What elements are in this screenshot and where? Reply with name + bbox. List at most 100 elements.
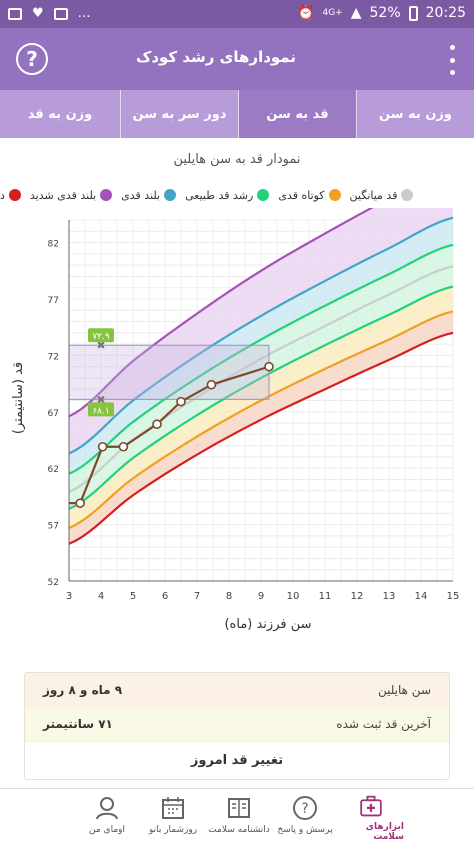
- signal-icon: ▲: [350, 5, 362, 21]
- calendar-icon: [162, 797, 184, 819]
- x-tick-label: 12: [351, 591, 364, 602]
- x-tick-label: 13: [383, 591, 396, 602]
- nav-item-encyclopedia[interactable]: دانشنامه سلامت: [206, 789, 272, 842]
- percentile-band: [69, 217, 453, 474]
- child-data-point: [264, 361, 274, 372]
- x-tick-label: 7: [194, 591, 200, 602]
- legend-item-tall[interactable]: بلند قدی: [121, 189, 177, 202]
- child-line: [69, 365, 270, 505]
- legend-dot: [401, 189, 414, 201]
- percentile-band: [69, 266, 453, 509]
- change-height-button[interactable]: تغییر قد امروز: [25, 741, 449, 779]
- nav-item-health-tools[interactable]: ابزارهای سلامت: [338, 789, 404, 842]
- y-tick-label: 77: [48, 296, 59, 306]
- legend-label: کوتاه قدی: [278, 188, 325, 202]
- network-label: 4G+: [322, 8, 343, 18]
- height-label: آخرین قد ثبت شده: [336, 717, 431, 731]
- y-tick-label: 67: [48, 409, 59, 419]
- app-bar: ? نمودارهای رشد کودک: [0, 28, 474, 90]
- percentile-band: [69, 208, 453, 454]
- svg-text:?: ?: [301, 801, 308, 817]
- nav-label: ابزارهای سلامت: [365, 822, 404, 842]
- percentile-line: [68, 310, 454, 529]
- x-tick-label: 9: [258, 591, 264, 602]
- more-notifications-icon: …: [77, 6, 91, 21]
- overflow-menu-button[interactable]: [448, 45, 456, 75]
- legend-item-cut[interactable]: د: [0, 189, 21, 202]
- alarm-icon: ⏰: [297, 5, 315, 21]
- height-row: آخرین قد ثبت شده ۷۱ سانتیمتر: [25, 707, 449, 741]
- y-tick-label: 82: [48, 240, 59, 250]
- legend-label: رشد قد طبیعی: [185, 188, 254, 202]
- child-growth-line: [69, 361, 274, 508]
- nav-label: دانشنامه سلامت: [208, 825, 270, 835]
- legend-dot: [257, 189, 270, 201]
- x-tick-label: 14: [415, 591, 428, 602]
- x-tick-label: 10: [287, 591, 300, 602]
- tab-weight-for-height[interactable]: وزن به قد: [27, 106, 93, 122]
- highlight-region: [69, 345, 269, 400]
- tab-height-for-age[interactable]: قد به سن: [238, 90, 356, 138]
- x-tick-label: 8: [226, 591, 232, 602]
- tab-weight-for-age[interactable]: وزن به سن: [356, 90, 474, 138]
- value-label-bg: [88, 402, 114, 417]
- clock-time: 20:25: [425, 5, 466, 21]
- nav-label: اومای من: [89, 825, 125, 835]
- profile-icon: [96, 797, 118, 820]
- nav-item-profile[interactable]: اومای من: [74, 789, 140, 842]
- legend-dot: [100, 189, 113, 201]
- x-tick-label: 6: [162, 591, 168, 602]
- cross-marker: ✖: [96, 393, 105, 406]
- value-label-text: ۷۲.۹: [92, 332, 110, 342]
- legend-label: قد میانگین: [349, 188, 398, 202]
- value-label-text: ۶۸.۱: [92, 406, 109, 416]
- child-data-point: [75, 498, 85, 508]
- tab-head-circumference[interactable]: دور سر به سن: [120, 90, 238, 138]
- nav-label: پرسش و پاسخ: [277, 825, 333, 835]
- heart-icon: ♥: [32, 6, 44, 21]
- child-data-point: [97, 441, 108, 452]
- x-tick-label: 11: [319, 591, 332, 602]
- percentile-line: [68, 243, 454, 475]
- battery-percentage: 52%: [369, 5, 401, 21]
- encyclopedia-icon: [228, 798, 250, 818]
- age-value: ۹ ماه و ۸ روز: [43, 683, 123, 697]
- child-data-point: [118, 441, 129, 452]
- y-tick-label: 62: [48, 465, 59, 475]
- cross-marker: ✖: [96, 339, 105, 352]
- medical-kit-icon: [360, 795, 382, 817]
- x-tick-label: 4: [98, 591, 104, 602]
- height-value: ۷۱ سانتیمتر: [43, 717, 113, 731]
- legend-item-very-tall[interactable]: بلند قدی شدید: [30, 189, 113, 202]
- legend-item-short[interactable]: کوتاه قدی: [278, 188, 341, 202]
- app-title: نمودارهای رشد کودک: [135, 48, 296, 66]
- gallery-icon: [8, 7, 22, 20]
- percentile-band: [69, 311, 453, 544]
- highlight-box: ✖۷۲.۹✖۶۸.۱: [69, 328, 270, 417]
- age-label: سن هایلین: [377, 683, 431, 697]
- battery-icon: [408, 5, 418, 21]
- legend-item-normal[interactable]: رشد قد طبیعی: [185, 188, 270, 202]
- status-bar: ♥ … ⏰ 4G+ ▲ 52% 20:25: [0, 0, 474, 28]
- x-axis-label: سن فرزند (ماه): [224, 617, 311, 632]
- nav-item-qa[interactable]: ? پرسش و پاسخ: [272, 789, 338, 842]
- age-row: سن هایلین ۹ ماه و ۸ روز: [25, 673, 449, 707]
- percentile-line: [68, 331, 454, 545]
- child-data-point: [206, 379, 217, 390]
- legend-item-average[interactable]: قد میانگین: [350, 189, 414, 202]
- mail-icon: [53, 7, 68, 20]
- nav-item-calendar[interactable]: روزشمار بانو: [140, 789, 206, 842]
- bottom-navigation: ابزارهای سلامت ? پرسش و پاسخ دانشنامه سل…: [0, 788, 474, 842]
- y-axis-label: قد (سانتیمتر): [11, 362, 26, 434]
- y-tick-label: 52: [48, 578, 59, 588]
- x-tick-label: 5: [130, 591, 136, 602]
- value-label-bg: [88, 328, 114, 343]
- help-button[interactable]: ?: [16, 43, 48, 75]
- percentile-line: [68, 285, 454, 510]
- question-icon: ?: [293, 796, 317, 820]
- child-data-point: [152, 419, 162, 429]
- child-data-point: [176, 396, 186, 407]
- child-info-card: سن هایلین ۹ ماه و ۸ روز آخرین قد ثبت شده…: [24, 672, 450, 780]
- growth-chart[interactable]: ✖۷۲.۹✖۶۸.۱ 3 4 5 6 7 8 9 10 11 12 13 14 155257626772…: [0, 208, 474, 648]
